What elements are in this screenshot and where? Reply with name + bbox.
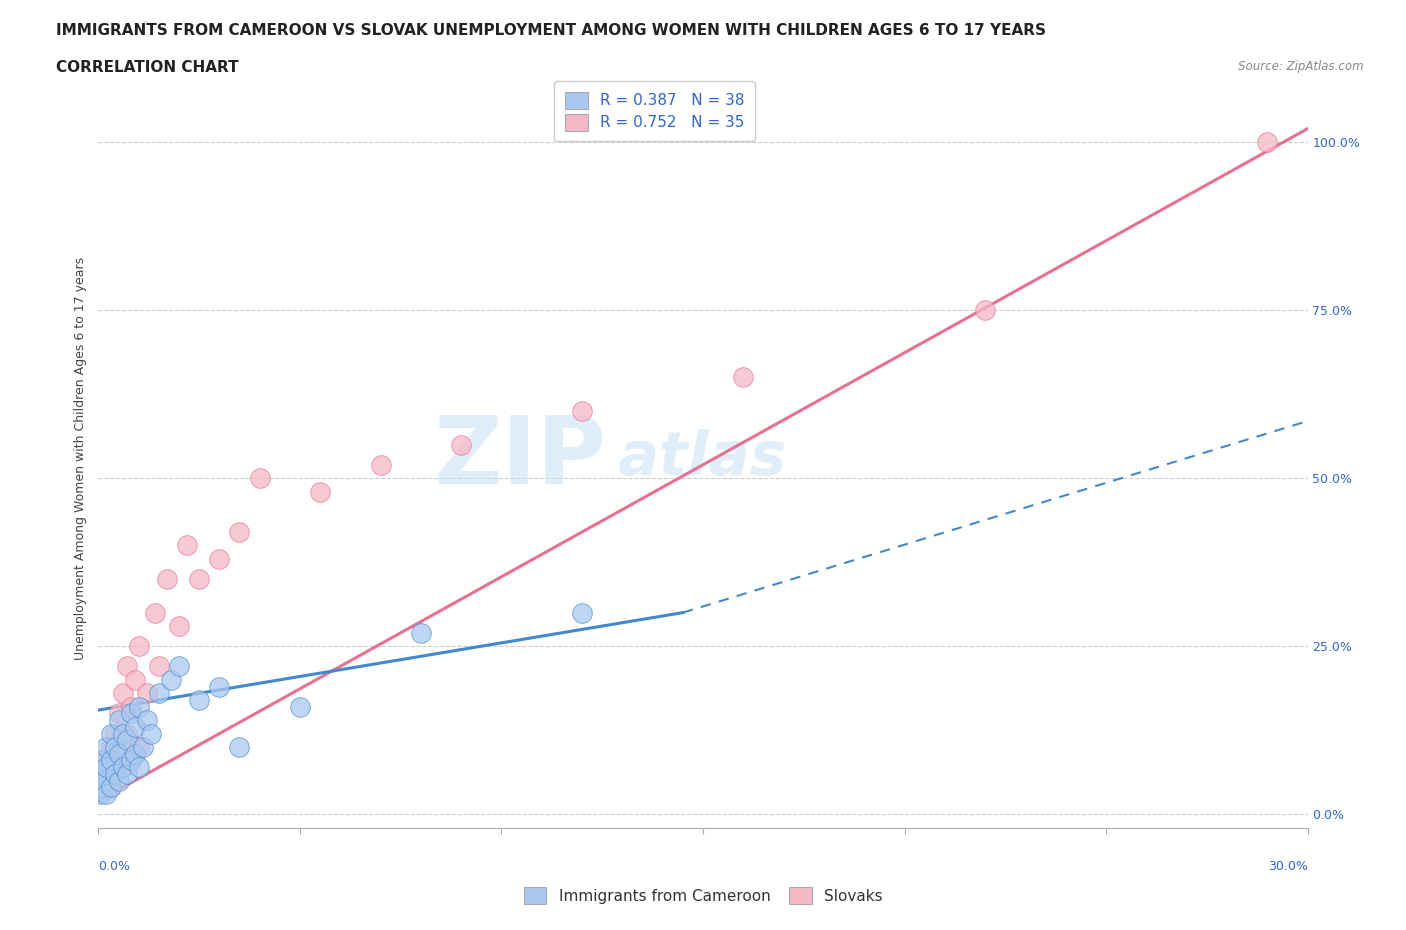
Point [107,773,129,788]
Point [733,370,755,385]
Point [288,699,311,714]
Point [124,672,146,687]
Point [115,726,138,741]
Point [91,753,114,768]
Point [208,551,231,566]
Point [115,659,138,674]
Point [148,685,170,700]
Text: ZIP: ZIP [433,412,606,504]
Point [107,712,129,727]
Point [571,404,593,418]
Point [96,739,118,754]
Point [309,485,332,499]
Point [111,760,134,775]
Point [96,787,118,802]
Legend: Immigrants from Cameroon, Slovaks: Immigrants from Cameroon, Slovaks [515,878,891,913]
Point [156,572,179,587]
Point [93,773,115,788]
Point [111,726,134,741]
Point [974,303,997,318]
Point [370,458,392,472]
Point [91,780,114,795]
Point [128,699,150,714]
Legend: R = 0.387   N = 38, R = 0.752   N = 35: R = 0.387 N = 38, R = 0.752 N = 35 [554,81,755,141]
Point [124,720,146,735]
Point [571,605,593,620]
Point [107,706,129,721]
Point [188,572,211,587]
Point [450,437,472,452]
Point [115,733,138,748]
Point [128,739,150,754]
Point [91,773,114,788]
Point [143,605,166,620]
Point [111,685,134,700]
Point [120,699,142,714]
Text: IMMIGRANTS FROM CAMEROON VS SLOVAK UNEMPLOYMENT AMONG WOMEN WITH CHILDREN AGES 6: IMMIGRANTS FROM CAMEROON VS SLOVAK UNEMP… [56,23,1046,38]
Point [228,739,250,754]
Point [100,753,122,768]
Point [188,693,211,708]
Point [124,746,146,761]
Point [91,753,114,768]
Point [409,625,432,640]
Text: atlas: atlas [619,429,787,487]
Point [120,753,142,768]
Point [128,639,150,654]
Point [120,753,142,768]
Point [107,746,129,761]
Point [148,659,170,674]
Point [139,726,162,741]
Point [208,679,231,694]
Point [107,746,129,761]
Point [111,760,134,775]
Point [103,766,125,781]
Point [100,726,122,741]
Point [91,766,114,781]
Point [100,780,122,795]
Text: 0.0%: 0.0% [98,860,131,873]
Point [135,685,157,700]
Point [89,787,111,802]
Point [103,726,125,741]
Point [167,659,190,674]
Text: 30.0%: 30.0% [1268,860,1308,873]
Point [120,706,142,721]
Point [96,766,118,781]
Point [115,766,138,781]
Point [100,780,122,795]
Point [132,739,155,754]
Point [128,760,150,775]
Point [100,739,122,754]
Point [167,618,190,633]
Point [103,760,125,775]
Point [228,525,250,539]
Text: Source: ZipAtlas.com: Source: ZipAtlas.com [1239,60,1364,73]
Point [96,760,118,775]
Point [160,672,183,687]
Point [176,538,198,552]
Text: CORRELATION CHART: CORRELATION CHART [56,60,239,75]
Point [249,471,271,485]
Point [1256,135,1278,150]
Y-axis label: Unemployment Among Women with Children Ages 6 to 17 years: Unemployment Among Women with Children A… [75,257,87,659]
Point [135,712,157,727]
Point [103,739,125,754]
